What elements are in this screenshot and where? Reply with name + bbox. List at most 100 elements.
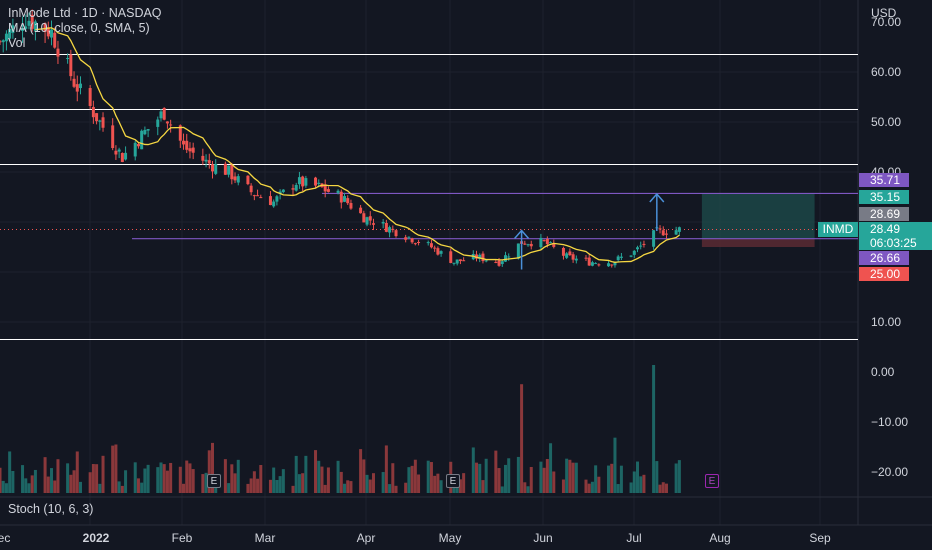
volume-bar [664, 483, 668, 493]
volume-bar [120, 485, 124, 493]
candle-body [95, 113, 99, 122]
candle-body [365, 217, 369, 225]
candle-body [552, 243, 556, 247]
volume-bar [677, 460, 681, 493]
volume-bar [436, 473, 440, 493]
volume-bar [75, 451, 79, 493]
candle-body [503, 255, 507, 262]
candle-body [140, 130, 144, 150]
earnings-marker[interactable]: E [446, 474, 460, 488]
candle-body [426, 242, 430, 244]
candle-body [391, 228, 395, 230]
volume-bar [294, 455, 298, 493]
candle-body [33, 21, 37, 31]
volume-bar [475, 462, 479, 493]
volume-bar [21, 465, 25, 493]
candle-body [661, 230, 665, 236]
candle-body [529, 243, 533, 247]
volume-bar [462, 473, 466, 493]
candle-body [436, 248, 440, 255]
volume-bar [233, 473, 237, 493]
volume-bar [552, 471, 556, 493]
volume-bar [24, 478, 28, 493]
candle-body [677, 227, 681, 232]
candle-body [587, 257, 591, 266]
last-close-badge: 28.69 [859, 207, 909, 221]
candle-body [497, 260, 501, 266]
volume-bar [207, 450, 211, 493]
volume-bar [500, 486, 504, 493]
volume-bar [227, 483, 231, 493]
candle-body [452, 262, 456, 264]
volume-bar [587, 483, 591, 493]
volume-bar [223, 459, 227, 493]
volume-bar [410, 465, 414, 493]
volume-bar [165, 470, 169, 493]
volume-bar [439, 480, 443, 493]
candle-body [462, 260, 466, 262]
stoch-legend[interactable]: Stoch (10, 6, 3) [8, 502, 94, 516]
volume-bar [542, 467, 546, 493]
candle-body [429, 243, 433, 248]
volume-bar [336, 460, 340, 493]
volume-bar [143, 468, 147, 493]
volume-bar [497, 468, 501, 493]
legend-symbol[interactable]: InMode Ltd · 1D · NASDAQ [8, 6, 162, 20]
time-axis-label: Aug [709, 531, 731, 545]
earnings-marker-upcoming[interactable]: E [705, 474, 719, 488]
candle-body [211, 164, 214, 172]
level-35-badge: 35.15 [859, 190, 909, 204]
candle-body [182, 140, 186, 145]
volume-bar [619, 465, 623, 493]
candle-body [481, 253, 485, 262]
volume-bar [326, 467, 330, 493]
candle-body [326, 189, 330, 192]
candle-body [297, 177, 301, 185]
candle-body [191, 147, 195, 153]
candle-body [230, 164, 234, 180]
candle-body [346, 198, 350, 204]
volume-bar [56, 459, 60, 493]
target-high-badge: 35.71 [859, 173, 909, 187]
volume-bar [317, 460, 321, 493]
candle-body [561, 247, 565, 256]
candle-body [381, 222, 385, 224]
earnings-marker[interactable]: E [207, 474, 221, 488]
candle-body [475, 254, 479, 259]
price-axis-label: −20.00 [871, 465, 909, 479]
candle-body [336, 190, 340, 193]
volume-bar [359, 449, 363, 493]
entry-badge: 26.66 [859, 251, 909, 265]
candle-body [574, 258, 578, 261]
volume-bar [278, 476, 282, 493]
volume-bar [613, 437, 617, 493]
volume-bar [111, 445, 115, 493]
candle-body [185, 140, 189, 150]
volume-bar [388, 484, 392, 493]
candle-body [674, 230, 678, 235]
candle-body [500, 261, 504, 265]
candle-body [664, 233, 668, 235]
candle-body [433, 247, 437, 249]
volume-bar [50, 468, 54, 493]
volume-bar [607, 465, 611, 493]
volume-bar [674, 463, 678, 493]
volume-bar [66, 463, 70, 493]
candle-body [613, 261, 617, 266]
time-axis-label: Sep [809, 531, 831, 545]
legend-vol[interactable]: Vol [8, 36, 26, 50]
candle-body [159, 111, 163, 119]
volume-bar [246, 483, 250, 493]
volume-bar [471, 447, 475, 493]
volume-bar [291, 485, 295, 493]
volume-bar [11, 470, 15, 493]
currency-label: USD [871, 6, 897, 20]
legend-ma[interactable]: MA (10, close, 0, SMA, 5) [8, 21, 150, 35]
candle-body [46, 27, 50, 37]
volume-bar [301, 473, 305, 493]
volume-bar [561, 479, 565, 493]
volume-bar [545, 459, 549, 493]
candle-body [590, 262, 594, 266]
time-axis-label: May [438, 531, 462, 545]
